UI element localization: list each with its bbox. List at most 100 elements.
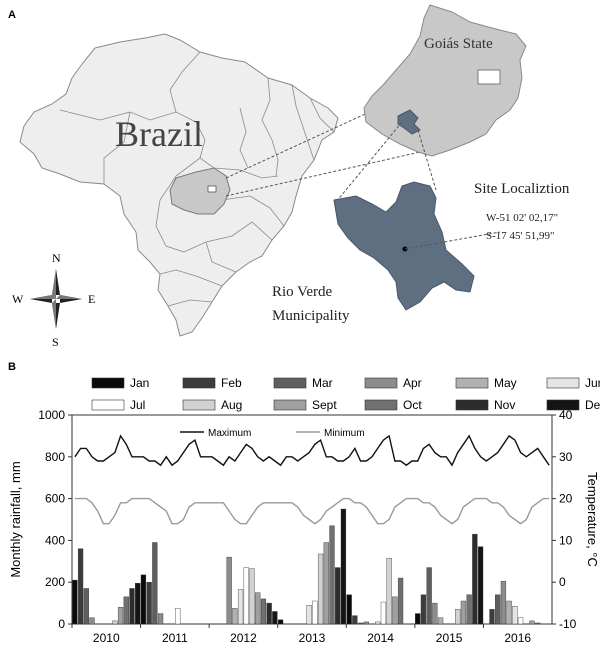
rain-bar — [306, 604, 312, 625]
country-label: Brazil — [115, 114, 203, 154]
legend-swatch-feb — [182, 377, 216, 389]
rain-bar — [272, 611, 278, 625]
rain-bar — [500, 580, 507, 625]
legend-swatch-jan — [91, 377, 125, 389]
rainfall-temperature-chart: 0 200 400 600 800 1000 -10 0 10 20 30 40 Monthly rai… — [8, 408, 600, 645]
line-legend: Maximum Minimum — [180, 428, 365, 439]
y-tick-label: 600 — [45, 492, 65, 506]
legend-label-apr: Apr — [403, 376, 422, 390]
legend-label-may: May — [494, 376, 517, 390]
goias-on-brazil — [169, 167, 231, 215]
rain-bar — [260, 598, 267, 625]
rain-bar — [232, 608, 238, 625]
plot-frame — [71, 414, 553, 625]
legend-label-aug: Aug — [221, 398, 242, 412]
y2-tick-label: 20 — [559, 492, 573, 506]
rain-bar — [340, 508, 347, 625]
rain-bar — [415, 613, 421, 625]
tmin-line — [74, 497, 550, 525]
x-tick-label-2014: 2014 — [367, 631, 394, 645]
y-tick-label: 400 — [45, 533, 65, 547]
y-axis-label: Monthly rainfall, mm — [8, 461, 23, 577]
rain-bar — [477, 546, 484, 625]
y-tick-label: 200 — [45, 575, 65, 589]
legend-swatch-nov — [455, 399, 489, 411]
rain-bar — [112, 620, 118, 625]
municipality-label-line2: Municipality — [272, 308, 350, 324]
site-title: Site Localiztion — [474, 181, 570, 197]
legend-label-max: Maximum — [208, 428, 251, 439]
legend-label-sept: Sept — [312, 398, 337, 412]
tmax-line — [74, 434, 550, 467]
rain-bar — [357, 622, 364, 625]
legend-swatch-jun — [546, 377, 580, 389]
legend-label-dec: Dec — [585, 398, 600, 412]
rain-bar — [277, 619, 284, 625]
x-tick-label-2010: 2010 — [93, 631, 120, 645]
x-tick-label-2013: 2013 — [299, 631, 326, 645]
legend-label-jan: Jan — [130, 376, 149, 390]
legend-swatch-may — [455, 377, 489, 389]
legend-swatch-dec — [546, 399, 580, 411]
rain-bar — [140, 574, 147, 625]
rain-bar — [152, 542, 158, 625]
goias-outline — [363, 4, 527, 157]
rain-bar — [426, 567, 432, 625]
compass-w-label: W — [12, 292, 24, 306]
y2-tick-label: 0 — [559, 575, 566, 589]
rain-bar — [380, 601, 387, 625]
state-borders — [59, 51, 335, 307]
rain-bar — [420, 594, 427, 625]
rain-bar — [266, 602, 272, 625]
rain-bar — [375, 621, 381, 625]
compass-s-label: S — [52, 335, 59, 349]
legend-swatch-sept — [273, 399, 307, 411]
federal-district — [207, 185, 217, 193]
x-tick-label-2012: 2012 — [230, 631, 257, 645]
rio-verde-on-state — [397, 109, 421, 135]
legend-label-feb: Feb — [221, 376, 242, 390]
rain-bar — [397, 577, 404, 625]
rain-bar — [392, 596, 398, 625]
rain-bar — [72, 579, 78, 625]
rain-bar — [512, 606, 518, 625]
rain-bar — [495, 594, 501, 625]
rain-bar — [506, 600, 512, 625]
rain-bar — [83, 588, 89, 625]
legend-label-nov: Nov — [494, 398, 515, 412]
rain-bar — [175, 608, 181, 625]
rain-bar — [226, 556, 232, 625]
compass-rose — [30, 269, 82, 329]
x-tick-label-2011: 2011 — [162, 631, 188, 645]
rain-bar — [489, 609, 495, 625]
goias-state-map — [363, 4, 527, 157]
y2-tick-label: 40 — [559, 408, 573, 422]
legend-swatch-jul — [91, 399, 125, 411]
panel-b-letter: B — [8, 361, 16, 373]
federal-district-state — [477, 69, 501, 85]
rain-bar — [529, 620, 535, 625]
rain-bar — [237, 589, 244, 625]
y2-tick-label: 10 — [559, 533, 573, 547]
rain-bar — [255, 592, 261, 625]
rain-bar — [455, 609, 461, 625]
legend-swatch-apr — [364, 377, 398, 389]
rain-bar — [129, 588, 135, 625]
rain-bar — [117, 607, 124, 625]
y-tick-label: 800 — [45, 450, 65, 464]
y-tick-label: 1000 — [38, 408, 65, 422]
connector-lines-state — [225, 97, 421, 197]
y2-tick-label: 30 — [559, 450, 573, 464]
compass-e-label: E — [88, 292, 95, 306]
legend-label-min: Minimum — [324, 428, 365, 439]
rain-bar — [243, 567, 249, 625]
y2-tick-label: -10 — [559, 617, 577, 631]
rain-bar — [517, 617, 524, 625]
rio-verde-municipality — [333, 181, 475, 311]
panel-a-letter: A — [8, 9, 16, 21]
rain-bar — [363, 621, 369, 625]
legend-swatch-oct — [364, 399, 398, 411]
rain-bar — [146, 582, 152, 625]
legend-label-jun: Jun — [585, 376, 600, 390]
month-legend: Jan Feb Mar Apr May Jun Jul Aug Sept Oct Nov Dec — [91, 376, 600, 412]
